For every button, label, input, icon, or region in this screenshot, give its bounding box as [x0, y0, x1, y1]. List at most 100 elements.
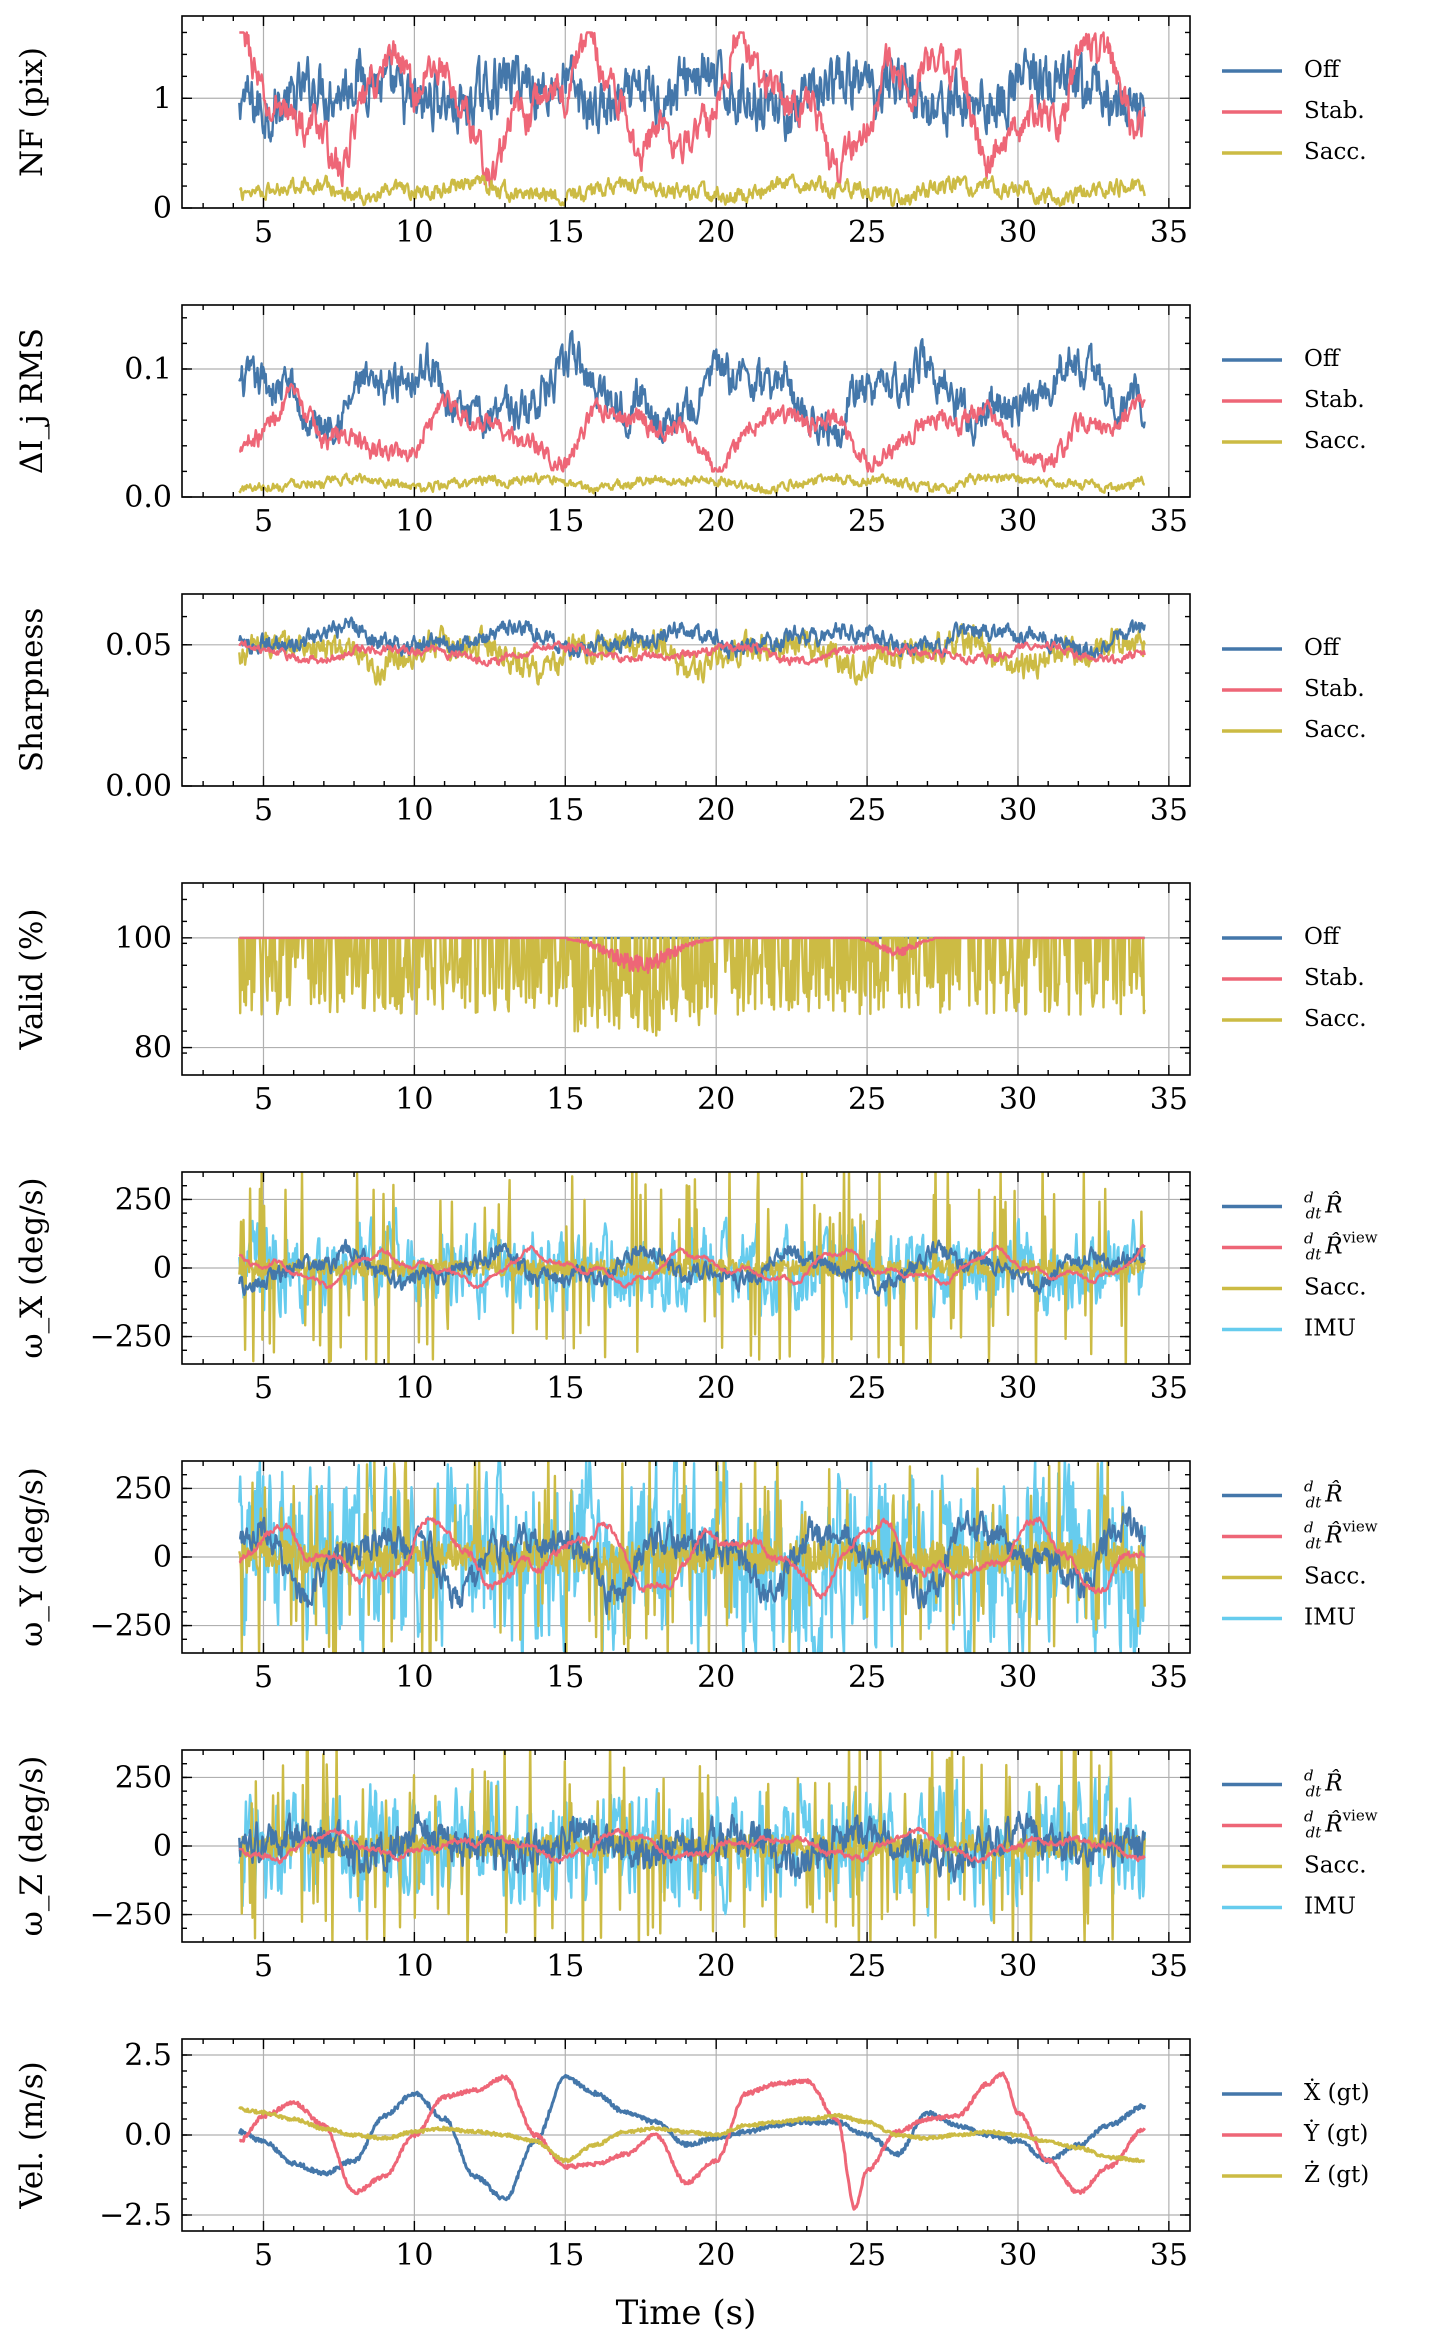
series-line-sacc- [239, 173, 1146, 207]
x-tick-label: 20 [697, 1660, 735, 1695]
legend-label: Ẏ (gt) [1303, 2120, 1368, 2147]
legend-label: IMU [1304, 1894, 1356, 1920]
legend-label: Sacc. [1304, 1006, 1367, 1032]
legend-label: Ż (gt) [1304, 2161, 1369, 2188]
x-tick-label: 35 [1150, 1082, 1188, 1117]
x-tick-label: 15 [546, 1949, 584, 1984]
x-tick-label: 10 [395, 1949, 433, 1984]
y-tick-label: 0 [153, 1540, 172, 1575]
x-tick-label: 10 [395, 1082, 433, 1117]
y-tick-label: 0.00 [105, 769, 172, 804]
x-tick-label: 35 [1150, 793, 1188, 828]
y-tick-label: 0.1 [124, 352, 172, 387]
x-tick-label: 35 [1150, 1371, 1188, 1406]
legend-label: d dt R̂ [1304, 1767, 1343, 1801]
legend: Off Stab. Sacc. [1222, 346, 1367, 454]
y-tick-label: 0.05 [105, 628, 172, 663]
y-tick-label: 0 [153, 1251, 172, 1286]
series-line-d-dt-r-view [238, 1516, 1146, 1600]
x-tick-label: 5 [254, 1949, 273, 1984]
series-line--gt- [238, 2106, 1146, 2164]
x-tick-label: 10 [395, 215, 433, 250]
x-tick-label: 35 [1150, 2238, 1188, 2273]
y-axis-label: NF (pix) [14, 47, 50, 177]
legend-label: Sacc. [1304, 139, 1367, 165]
legend-label: d dt R̂view [1304, 1229, 1378, 1264]
y-tick-label: −250 [90, 1609, 172, 1644]
x-tick-label: 30 [999, 1949, 1037, 1984]
x-tick-label: 30 [999, 2238, 1037, 2273]
panel-nf: 5 10 15 20 25 30 35 0 1 NF (pix) Off Stab. Sacc. [14, 15, 1367, 250]
y-tick-label: 250 [115, 1182, 172, 1217]
x-tick-label: 25 [848, 1660, 886, 1695]
x-tick-label: 15 [546, 1082, 584, 1117]
x-tick-label: 35 [1150, 1949, 1188, 1984]
y-tick-label: 80 [134, 1031, 172, 1066]
x-tick-label: 20 [697, 1949, 735, 1984]
x-tick-label: 15 [546, 2238, 584, 2273]
series-line-off [238, 330, 1146, 449]
legend-label: Stab. [1304, 676, 1365, 702]
x-tick-label: 5 [254, 504, 273, 539]
y-tick-label: 1 [153, 81, 172, 116]
x-axis-label: Time (s) [616, 2293, 757, 2333]
legend-label: Sacc. [1304, 717, 1367, 743]
x-tick-label: 5 [254, 793, 273, 828]
y-axis-label: Vel. (m/s) [14, 2061, 50, 2209]
x-tick-label: 10 [395, 1660, 433, 1695]
legend: Off Stab. Sacc. [1222, 924, 1367, 1032]
series-line-d-dt-r- [238, 1506, 1146, 1616]
y-tick-label: 2.5 [124, 2038, 172, 2073]
x-tick-label: 30 [999, 793, 1037, 828]
x-tick-label: 15 [546, 1660, 584, 1695]
legend-label: d dt R̂view [1304, 1807, 1378, 1842]
x-tick-label: 25 [848, 504, 886, 539]
legend-label: Off [1304, 635, 1341, 661]
x-tick-label: 25 [848, 1949, 886, 1984]
x-tick-label: 25 [848, 2238, 886, 2273]
y-tick-label: 0 [153, 191, 172, 226]
y-axis-label: Valid (%) [14, 908, 50, 1050]
x-tick-label: 15 [546, 504, 584, 539]
legend-label: d dt R̂ [1304, 1478, 1343, 1512]
y-tick-label: 250 [115, 1760, 172, 1795]
legend-label: Ẋ (gt) [1304, 2079, 1370, 2106]
legend: d dt R̂ d dt R̂view Sacc. IMU [1222, 1478, 1378, 1631]
legend-label: Off [1304, 924, 1341, 950]
x-tick-label: 30 [999, 1082, 1037, 1117]
legend-label: Sacc. [1304, 1564, 1367, 1590]
series-line-d-dt-r- [238, 1810, 1146, 1883]
x-tick-label: 5 [254, 215, 273, 250]
x-tick-label: 25 [848, 1082, 886, 1117]
series-line-stab- [239, 936, 1146, 974]
series-line-stab- [238, 382, 1146, 473]
x-tick-label: 20 [697, 793, 735, 828]
y-tick-label: 100 [115, 921, 172, 956]
x-tick-label: 5 [254, 2238, 273, 2273]
legend-label: IMU [1304, 1316, 1356, 1342]
x-tick-label: 35 [1150, 1660, 1188, 1695]
x-tick-label: 10 [395, 1371, 433, 1406]
legend-label: Sacc. [1304, 1275, 1367, 1301]
panel-vel: 5 10 15 20 25 30 35 −2.5 0.0 2.5 Vel. (m/s) Ẋ (gt) Ẏ… [14, 2038, 1370, 2273]
legend-label: d dt R̂ [1304, 1189, 1343, 1223]
panel-valid: 5 10 15 20 25 30 35 80 100 Valid (%) Off Stab. Sacc. [14, 882, 1367, 1117]
x-tick-label: 35 [1150, 504, 1188, 539]
y-tick-label: 0.0 [124, 480, 172, 515]
legend-label: Sacc. [1304, 1853, 1367, 1879]
x-tick-label: 30 [999, 1660, 1037, 1695]
x-tick-label: 15 [546, 215, 584, 250]
x-tick-label: 30 [999, 504, 1037, 539]
y-tick-label: 0.0 [124, 2118, 172, 2153]
legend: Off Stab. Sacc. [1222, 57, 1367, 165]
series-line-d-dt-r- [238, 1238, 1146, 1297]
series-line-off [238, 616, 1146, 660]
y-tick-label: 0 [153, 1829, 172, 1864]
legend: d dt R̂ d dt R̂view Sacc. IMU [1222, 1767, 1378, 1920]
legend-label: Sacc. [1304, 428, 1367, 454]
legend: Off Stab. Sacc. [1222, 635, 1367, 743]
series-line-stab- [239, 31, 1146, 188]
